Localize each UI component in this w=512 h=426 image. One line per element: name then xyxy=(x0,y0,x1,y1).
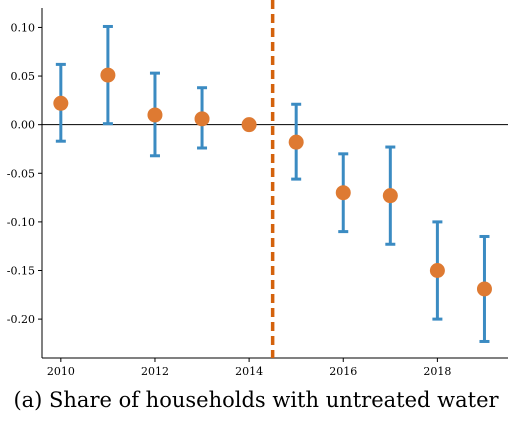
data-point xyxy=(100,67,116,83)
y-tick-label: 0.00 xyxy=(11,119,36,132)
x-tick-label: 2012 xyxy=(141,365,169,378)
tick-labels: 0.10 0.05 0.00 -0.05 -0.10 -0.15 -0.20 2010 2012… xyxy=(7,21,452,378)
data-point xyxy=(194,111,210,127)
y-tick-label: -0.20 xyxy=(7,313,35,326)
x-tick-label: 2018 xyxy=(423,365,451,378)
x-tick-label: 2010 xyxy=(47,365,75,378)
x-tick-label: 2016 xyxy=(329,365,357,378)
y-tick-label: -0.15 xyxy=(7,265,35,278)
data-point xyxy=(476,281,492,297)
data-points xyxy=(53,67,492,297)
data-point xyxy=(147,107,163,123)
data-point xyxy=(288,134,304,150)
figure-caption: (a) Share of households with untreated w… xyxy=(13,388,499,412)
data-point xyxy=(382,188,398,204)
error-bars xyxy=(55,24,490,343)
reference-lines xyxy=(42,0,508,358)
y-tick-label: -0.10 xyxy=(7,216,35,229)
y-tick-label: 0.05 xyxy=(11,70,36,83)
data-point xyxy=(53,95,69,111)
chart: 0.10 0.05 0.00 -0.05 -0.10 -0.15 -0.20 2010 2012… xyxy=(7,0,508,378)
x-tick-label: 2014 xyxy=(235,365,263,378)
y-tick-label: -0.05 xyxy=(7,167,35,180)
data-point xyxy=(335,185,351,201)
y-tick-label: 0.10 xyxy=(11,21,36,34)
data-point xyxy=(429,263,445,278)
axes xyxy=(38,8,508,362)
data-point xyxy=(241,117,257,133)
